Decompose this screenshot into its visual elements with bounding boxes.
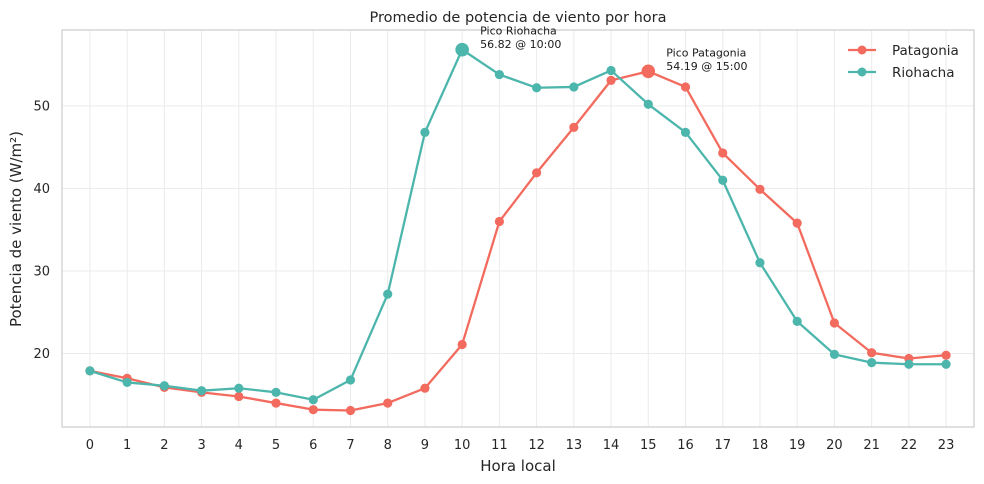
data-point-riohacha [159, 381, 169, 391]
peak-marker-riohacha [455, 42, 469, 57]
x-tick-label: 5 [272, 438, 280, 453]
x-tick-label: 7 [346, 438, 354, 453]
data-point-patagonia [680, 82, 691, 92]
grid [62, 30, 974, 427]
x-tick-label: 9 [421, 438, 429, 453]
x-tick-label: 20 [826, 438, 843, 453]
data-point-patagonia [494, 216, 504, 227]
legend-item-patagonia: Patagonia [848, 43, 959, 59]
x-axis-ticks: 0 1 2 3 4 5 6 7 8 9 10 11 12 13 14 15 16 17 18 19 20 21 22 23 [86, 438, 955, 453]
data-point-riohacha [941, 359, 951, 369]
legend: Patagonia Riohacha [848, 43, 959, 81]
y-tick-label: 40 [33, 182, 50, 197]
plot-frame [61, 29, 975, 428]
x-tick-label: 0 [86, 438, 94, 453]
data-point-riohacha [345, 375, 356, 385]
x-tick-label: 16 [677, 438, 694, 453]
data-point-patagonia [867, 348, 877, 358]
data-point-patagonia [941, 350, 951, 360]
data-point-patagonia [345, 405, 356, 416]
legend-label-riohacha: Riohacha [892, 65, 954, 81]
data-point-patagonia [792, 218, 802, 228]
data-point-patagonia [420, 383, 430, 393]
data-point-riohacha [904, 359, 914, 369]
x-axis-label: Hora local [480, 457, 556, 475]
data-point-patagonia [755, 184, 765, 194]
series-group [85, 45, 951, 416]
x-tick-label: 23 [938, 438, 955, 453]
legend-marker-patagonia [857, 45, 867, 55]
data-point-riohacha [606, 65, 616, 76]
data-point-riohacha [308, 395, 318, 405]
x-tick-label: 17 [714, 438, 731, 453]
data-point-riohacha [680, 127, 691, 137]
x-tick-label: 4 [235, 438, 243, 453]
data-point-patagonia [457, 339, 467, 350]
data-point-riohacha [755, 258, 765, 268]
data-point-riohacha [643, 99, 653, 109]
chart-title: Promedio de potencia de viento por hora [369, 10, 666, 26]
x-tick-label: 6 [309, 438, 317, 453]
data-point-patagonia [271, 398, 281, 408]
x-tick-label: 8 [384, 438, 392, 453]
data-point-patagonia [829, 318, 840, 328]
data-point-patagonia [718, 148, 728, 158]
y-axis-label: Potencia de viento (W/m²) [7, 131, 25, 327]
data-point-riohacha [85, 366, 95, 376]
data-point-riohacha [718, 175, 728, 185]
data-point-patagonia [234, 391, 244, 402]
x-tick-label: 15 [640, 438, 657, 453]
data-point-riohacha [569, 82, 579, 92]
peak-annotation-title: Pico Patagonia [666, 46, 746, 59]
data-point-riohacha [420, 127, 430, 137]
series-riohacha [85, 45, 951, 405]
data-point-riohacha [494, 69, 504, 80]
x-tick-label: 13 [566, 438, 583, 453]
data-point-riohacha [829, 349, 840, 359]
x-tick-label: 19 [789, 438, 806, 453]
series-line-patagonia [88, 70, 948, 412]
x-tick-label: 3 [197, 438, 205, 453]
x-tick-label: 14 [603, 438, 620, 453]
data-point-patagonia [532, 168, 542, 178]
peak-annotation-value: 56.82 @ 10:00 [480, 38, 561, 51]
data-point-riohacha [196, 386, 207, 396]
data-point-patagonia [383, 398, 393, 408]
x-tick-label: 18 [752, 438, 769, 453]
peak-annotation-title: Pico Riohacha [480, 25, 557, 38]
x-tick-label: 11 [491, 438, 508, 453]
y-tick-label: 30 [33, 265, 50, 280]
x-tick-label: 22 [901, 438, 918, 453]
peak-annotation-value: 54.19 @ 15:00 [666, 60, 747, 73]
x-tick-label: 2 [160, 438, 168, 453]
x-tick-label: 21 [863, 438, 880, 453]
data-point-patagonia [308, 405, 318, 415]
data-point-riohacha [867, 358, 877, 368]
data-point-riohacha [792, 316, 802, 326]
x-tick-label: 12 [528, 438, 545, 453]
data-point-riohacha [383, 289, 393, 299]
peak-marker-patagonia [641, 64, 656, 79]
y-tick-label: 20 [33, 347, 50, 362]
data-point-riohacha [234, 383, 244, 393]
data-point-riohacha [532, 83, 542, 93]
series-line-riohacha [88, 48, 948, 401]
y-tick-label: 50 [33, 99, 50, 114]
data-point-riohacha [271, 387, 281, 397]
legend-item-riohacha: Riohacha [848, 65, 954, 81]
x-tick-label: 1 [123, 438, 131, 453]
legend-marker-riohacha [857, 67, 867, 77]
data-point-patagonia [569, 122, 579, 132]
data-point-patagonia [606, 75, 616, 85]
y-axis-ticks: 20 30 40 50 [33, 99, 50, 362]
data-point-riohacha [122, 377, 132, 388]
legend-label-patagonia: Patagonia [892, 43, 959, 59]
x-tick-label: 10 [454, 438, 471, 453]
